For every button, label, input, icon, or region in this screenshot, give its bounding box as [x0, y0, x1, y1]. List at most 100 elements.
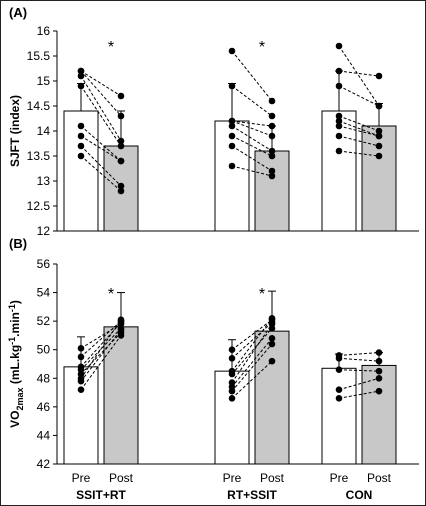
individual-point-post	[268, 112, 276, 120]
bar-post	[254, 330, 290, 465]
individual-point-post	[375, 387, 383, 395]
individual-point-pre	[228, 162, 236, 170]
individual-line	[338, 120, 380, 137]
individual-point-pre	[228, 387, 236, 395]
individual-point-post	[375, 357, 383, 365]
group-label: SSIT+RT	[76, 488, 126, 502]
individual-line	[80, 327, 122, 371]
individual-line	[338, 377, 380, 391]
individual-point-post	[117, 316, 125, 324]
y-axis-title-part: 2max	[15, 388, 25, 411]
individual-line	[338, 125, 380, 137]
individual-point-pre	[77, 152, 85, 160]
individual-point-post	[375, 132, 383, 140]
individual-line	[231, 120, 273, 127]
y-tick-label: 54	[37, 286, 51, 300]
individual-line	[338, 369, 380, 372]
individual-point-pre	[335, 132, 343, 140]
individual-point-pre	[77, 82, 85, 90]
individual-point-pre	[335, 354, 343, 362]
individual-point-post	[117, 187, 125, 195]
individual-point-post	[375, 374, 383, 382]
condition-label-post: Post	[367, 471, 392, 485]
individual-point-pre	[77, 353, 85, 361]
individual-point-pre	[335, 82, 343, 90]
y-axis-title: VO2max (mL.kg-1.min-1)	[7, 300, 25, 428]
individual-point-post	[268, 167, 276, 175]
individual-point-pre	[335, 122, 343, 130]
individual-line	[80, 323, 122, 349]
y-tick-label: 12.5	[27, 199, 51, 213]
individual-point-pre	[335, 42, 343, 50]
condition-label-post: Post	[109, 471, 134, 485]
individual-point-pre	[77, 344, 85, 352]
condition-label-post: Post	[260, 471, 285, 485]
individual-point-pre	[77, 377, 85, 385]
individual-point-post	[268, 152, 276, 160]
bar-pre	[214, 120, 250, 232]
individual-point-pre	[228, 82, 236, 90]
y-tick-label: 46	[37, 400, 51, 414]
individual-line	[80, 320, 122, 358]
individual-point-pre	[228, 117, 236, 125]
y-axis-title-part: -1	[7, 337, 17, 345]
individual-point-pre	[228, 122, 236, 130]
y-tick-label: 48	[37, 371, 51, 385]
individual-line	[80, 70, 122, 117]
individual-point-post	[268, 97, 276, 105]
individual-point-post	[375, 367, 383, 375]
individual-line	[231, 343, 273, 392]
individual-line	[338, 115, 380, 132]
individual-line	[231, 317, 273, 372]
individual-line	[231, 360, 273, 399]
individual-line	[231, 50, 273, 102]
individual-line	[80, 70, 122, 97]
individual-line	[80, 329, 122, 382]
individual-line	[231, 85, 273, 117]
individual-point-pre	[335, 394, 343, 402]
individual-line	[231, 125, 273, 152]
panel-label: (B)	[9, 236, 27, 251]
y-tick-label: 14	[37, 124, 51, 138]
individual-line	[338, 357, 380, 362]
y-axis-title-part: VO	[8, 411, 22, 428]
y-tick-label: 52	[37, 314, 51, 328]
y-tick-label: 12	[37, 224, 51, 238]
individual-line	[231, 120, 273, 137]
individual-point-post	[268, 147, 276, 155]
individual-point-post	[375, 349, 383, 356]
condition-label-pre: Pre	[330, 471, 349, 485]
y-axis-title-part: -1	[7, 304, 17, 312]
bar-post	[361, 125, 397, 232]
bar-pre	[321, 367, 357, 465]
y-axis-title-part: (mL.kg	[8, 345, 22, 388]
individual-point-pre	[77, 122, 85, 130]
individual-line	[231, 323, 273, 383]
individual-line	[231, 135, 273, 157]
individual-point-post	[117, 157, 125, 165]
significance-marker: *	[259, 39, 265, 56]
bar-pre	[63, 110, 99, 232]
individual-point-post	[375, 72, 383, 80]
individual-point-pre	[77, 386, 85, 394]
y-tick-label: 15.5	[27, 49, 51, 63]
individual-line	[80, 125, 122, 162]
panel-label: (A)	[9, 5, 27, 20]
individual-point-pre	[77, 142, 85, 150]
individual-point-post	[375, 142, 383, 150]
y-tick-label: 13	[37, 174, 51, 188]
individual-point-post	[375, 152, 383, 160]
y-axis-title: SJFT (index)	[8, 95, 22, 167]
individual-point-pre	[228, 354, 236, 362]
individual-line	[338, 135, 380, 147]
condition-label-pre: Pre	[72, 471, 91, 485]
individual-point-pre	[228, 142, 236, 150]
individual-point-post	[268, 172, 276, 180]
individual-line	[80, 335, 122, 391]
individual-point-pre	[77, 67, 85, 75]
individual-line	[338, 390, 380, 399]
individual-point-pre	[228, 394, 236, 402]
individual-line	[80, 135, 122, 162]
y-tick-label: 50	[37, 343, 51, 357]
y-tick-label: 44	[37, 428, 51, 442]
